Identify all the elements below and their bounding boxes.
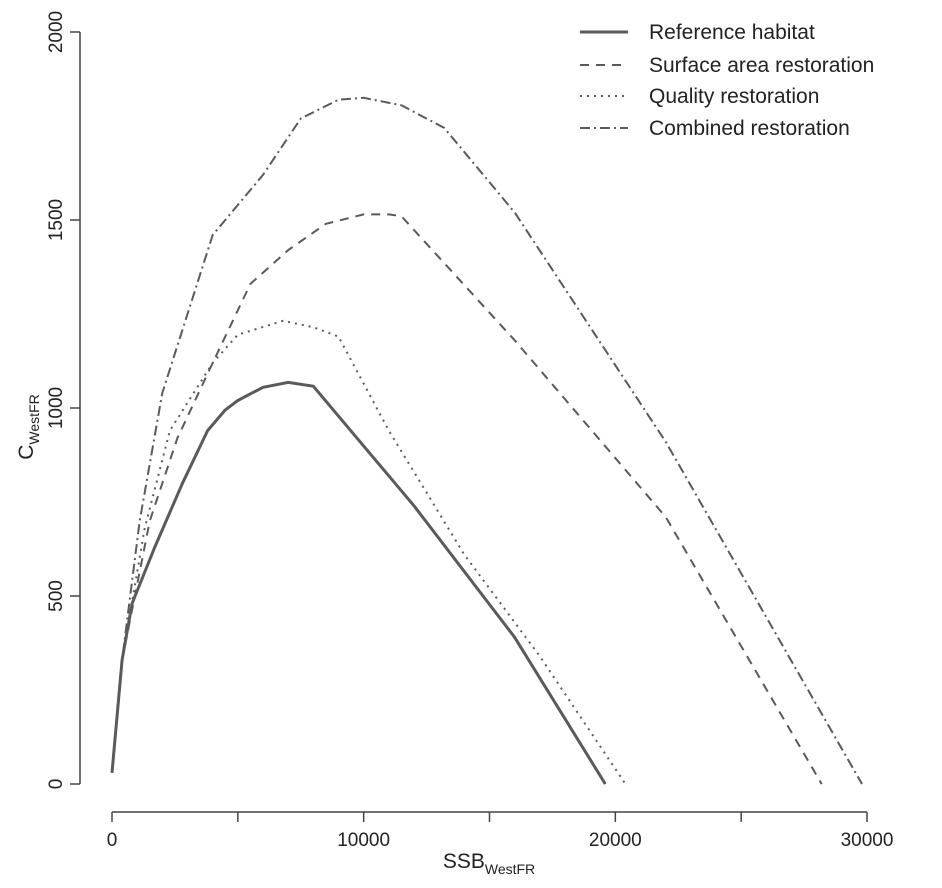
- series-line-surface-area-restoration: [111, 213, 823, 785]
- y-tick-label: 0: [46, 779, 67, 790]
- series-line-reference-habitat: [110, 380, 607, 785]
- x-tick-label: 20000: [589, 830, 642, 851]
- series-line-combined-restoration: [111, 96, 863, 785]
- legend-entry-quality-restoration: Quality restoration: [580, 85, 819, 108]
- y-axis-label: CWestFR: [15, 394, 42, 459]
- x-axis-label-sub: WestFR: [485, 861, 535, 877]
- x-ticks: 0 10000 20000 30000: [107, 812, 894, 851]
- series-group: [110, 96, 863, 785]
- legend: Reference habitat Surface area restorati…: [580, 21, 874, 140]
- y-tick-label: 1000: [46, 387, 67, 429]
- legend-label-quality-restoration: Quality restoration: [649, 85, 819, 108]
- y-ticks: 0 500 1000 1500 2000: [46, 11, 80, 789]
- legend-label-reference-habitat: Reference habitat: [649, 21, 815, 44]
- y-tick-label: 1500: [46, 199, 67, 241]
- x-axis-label: SSBWestFR: [443, 850, 535, 877]
- axes: 0 10000 20000 30000 0 500 1000 1500 2000: [46, 11, 893, 851]
- x-tick-label: 0: [107, 830, 118, 851]
- x-axis-label-main: SSB: [443, 850, 485, 873]
- x-tick-label: 30000: [841, 830, 894, 851]
- y-tick-label: 500: [46, 580, 67, 612]
- series-line-quality-restoration: [111, 319, 627, 785]
- y-axis-label-main: C: [15, 445, 38, 460]
- legend-entry-combined-restoration: Combined restoration: [580, 117, 850, 140]
- legend-label-surface-area-restoration: Surface area restoration: [649, 54, 874, 77]
- y-tick-label: 2000: [46, 11, 67, 53]
- legend-entry-surface-area-restoration: Surface area restoration: [580, 54, 874, 77]
- legend-entry-reference-habitat: Reference habitat: [580, 21, 815, 44]
- legend-label-combined-restoration: Combined restoration: [649, 117, 850, 140]
- x-tick-label: 10000: [337, 830, 390, 851]
- y-axis-label-sub: WestFR: [26, 394, 42, 444]
